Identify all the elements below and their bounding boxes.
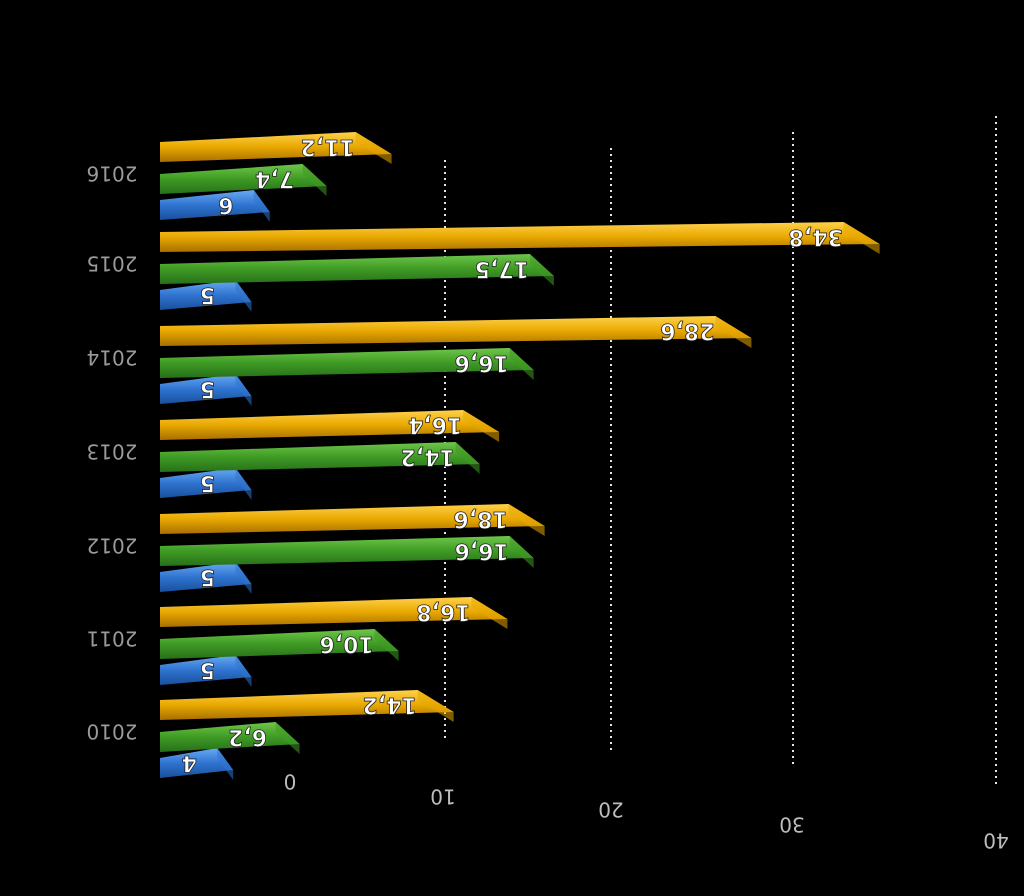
data-label: 6,2 — [228, 724, 267, 749]
bar-end — [529, 254, 554, 286]
bar — [160, 536, 534, 566]
bar — [160, 597, 508, 627]
bar-end — [417, 690, 454, 722]
data-label: 34,8 — [788, 224, 842, 249]
x-tick-label: 10 — [430, 785, 455, 809]
data-label: 6 — [218, 192, 233, 217]
category-label: 2011 — [87, 627, 138, 651]
data-label: 14,2 — [400, 444, 454, 469]
category-label: 2015 — [87, 252, 138, 276]
bar — [160, 690, 454, 720]
bar-end — [715, 316, 752, 348]
data-label: 7,4 — [255, 166, 294, 191]
data-label: 17,5 — [475, 256, 529, 281]
bar — [160, 132, 392, 162]
label-layer: 0 10 20 30 40 2010 4 6,2 14,2 2011 5 10,6 16,8 2012 5 1… — [87, 134, 1009, 853]
data-label: 16,8 — [416, 599, 470, 624]
bar — [160, 748, 234, 778]
bar — [160, 374, 252, 404]
bar — [160, 722, 300, 752]
data-label: 16,6 — [455, 350, 509, 375]
data-label: 10,6 — [319, 631, 373, 656]
bar-end — [374, 629, 399, 661]
bar — [160, 280, 252, 310]
category-label: 2016 — [87, 162, 138, 186]
bar-end — [509, 536, 534, 568]
x-tick-label: 0 — [284, 770, 297, 794]
bar — [160, 164, 327, 194]
bar — [160, 504, 545, 534]
x-tick-label: 30 — [779, 813, 804, 837]
bar — [160, 468, 252, 498]
data-label: 5 — [200, 470, 215, 495]
data-label: 28,6 — [660, 318, 714, 343]
bar — [160, 655, 252, 685]
bar — [160, 190, 270, 220]
data-label: 16,4 — [408, 412, 462, 437]
bar — [160, 410, 500, 440]
category-label: 2014 — [87, 346, 138, 370]
data-label: 11,2 — [300, 134, 354, 159]
bar-layer — [160, 132, 880, 780]
bar-end — [843, 222, 880, 254]
bar — [160, 562, 252, 592]
data-label: 14,2 — [363, 692, 417, 717]
bar-end — [455, 442, 480, 474]
data-label: 5 — [200, 282, 215, 307]
bar-end — [217, 748, 234, 780]
data-label: 18,6 — [453, 506, 507, 531]
data-label: 5 — [200, 376, 215, 401]
data-label: 5 — [200, 657, 215, 682]
bar-end — [235, 655, 252, 687]
bar-end — [302, 164, 327, 196]
bar — [160, 629, 399, 659]
category-label: 2012 — [87, 534, 138, 558]
bar-end — [471, 597, 508, 629]
bar-end — [509, 348, 534, 380]
grid-layer — [444, 116, 997, 784]
x-tick-label: 20 — [598, 798, 623, 822]
bar — [160, 442, 480, 472]
bar — [160, 254, 554, 284]
bar-end — [235, 562, 252, 594]
bar — [160, 316, 752, 346]
data-label: 5 — [200, 564, 215, 589]
bar-end — [355, 132, 392, 164]
x-tick-label: 40 — [983, 829, 1008, 853]
bar — [160, 348, 534, 378]
data-label: 16,6 — [455, 538, 509, 563]
bar-end — [508, 504, 545, 536]
bar-end — [235, 374, 252, 406]
bar-end — [275, 722, 300, 754]
bar-end — [253, 190, 270, 222]
bar-end — [463, 410, 500, 442]
category-label: 2013 — [87, 440, 138, 464]
bar — [160, 222, 880, 252]
data-label: 4 — [182, 750, 197, 775]
category-label: 2010 — [87, 720, 138, 744]
bar-end — [235, 280, 252, 312]
bar-end — [235, 468, 252, 500]
